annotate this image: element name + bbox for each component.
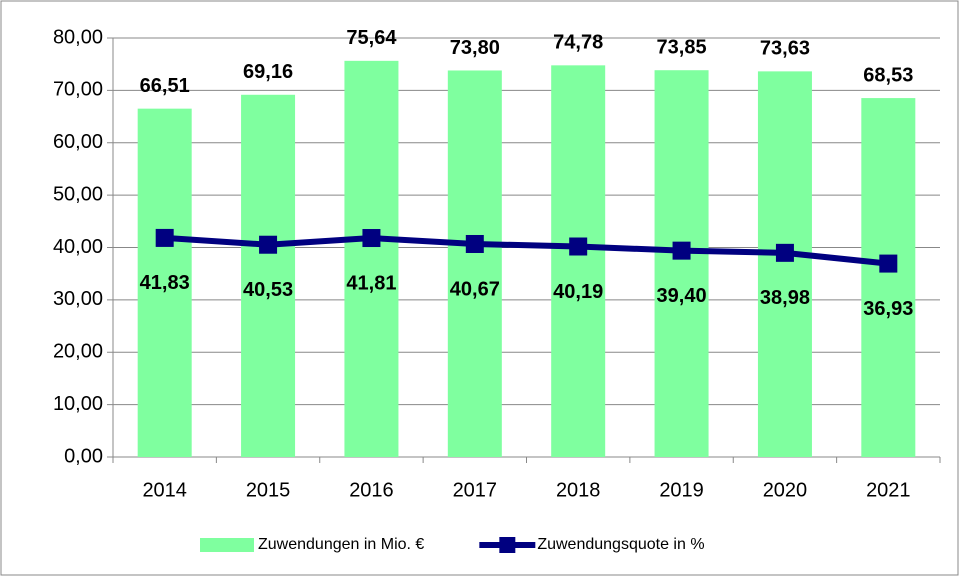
bar <box>757 71 812 457</box>
data-label: 68,53 <box>863 64 913 86</box>
data-label: 40,67 <box>450 278 500 300</box>
marker <box>155 228 174 247</box>
marker <box>775 243 794 262</box>
legend-label: Zuwendungen in Mio. € <box>258 536 424 553</box>
bar <box>241 94 296 457</box>
marker <box>259 235 278 254</box>
data-label: 40,19 <box>553 281 603 303</box>
data-label: 39,40 <box>657 285 707 307</box>
y-tick-label: 0,00 <box>64 445 103 467</box>
data-label: 73,80 <box>450 37 500 59</box>
x-tick-label: 2018 <box>556 479 601 501</box>
data-label: 36,93 <box>863 298 913 320</box>
data-label: 38,98 <box>760 287 810 309</box>
y-tick-label: 60,00 <box>53 131 103 153</box>
line <box>164 234 889 267</box>
data-label: 40,53 <box>243 279 293 301</box>
x-tick-label: 2020 <box>763 479 808 501</box>
bar <box>137 108 192 458</box>
y-tick-label: 30,00 <box>53 288 103 310</box>
legend-label: Zuwendungsquote in % <box>537 536 704 553</box>
data-label: 66,51 <box>140 75 190 97</box>
x-tick-label: 2017 <box>453 479 498 501</box>
y-tick-label: 50,00 <box>53 183 103 205</box>
data-label: 73,85 <box>657 36 707 58</box>
bar <box>861 98 916 457</box>
marker <box>465 234 484 253</box>
marker <box>672 241 691 260</box>
bar <box>551 65 606 457</box>
x-tick-label: 2021 <box>866 479 911 501</box>
legend-swatch <box>200 538 254 552</box>
data-label: 69,16 <box>243 61 293 83</box>
marker <box>879 254 898 273</box>
data-label: 41,81 <box>346 272 396 294</box>
marker <box>362 229 381 248</box>
data-label: 41,83 <box>140 272 190 294</box>
data-label: 74,78 <box>553 32 603 54</box>
y-tick-label: 40,00 <box>53 236 103 258</box>
y-tick-label: 10,00 <box>53 393 103 415</box>
bar <box>344 60 399 457</box>
data-label: 73,63 <box>760 38 810 60</box>
y-tick-label: 20,00 <box>53 341 103 363</box>
bar <box>447 70 502 457</box>
y-tick-label: 80,00 <box>53 26 103 48</box>
x-tick-label: 2015 <box>246 479 291 501</box>
x-tick-label: 2019 <box>659 479 704 501</box>
bar <box>654 70 709 457</box>
data-label: 75,64 <box>346 27 397 49</box>
x-tick-label: 2016 <box>349 479 394 501</box>
x-tick-label: 2014 <box>142 479 187 501</box>
y-tick-label: 70,00 <box>53 79 103 101</box>
legend-marker <box>499 537 516 553</box>
marker <box>569 237 588 256</box>
